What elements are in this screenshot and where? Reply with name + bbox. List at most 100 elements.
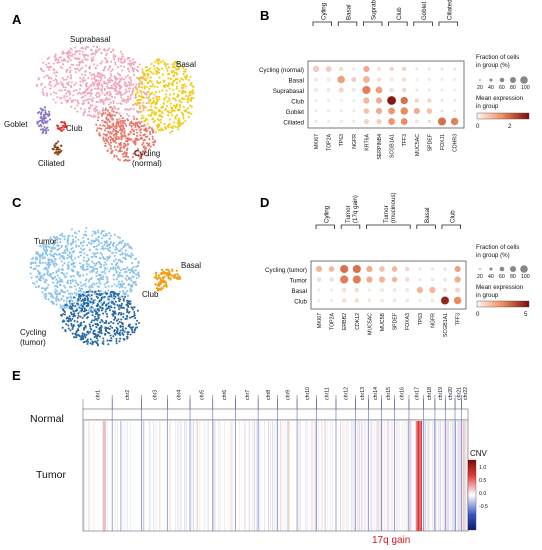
umap-point-suprabasal bbox=[136, 110, 139, 113]
umap-point-cycling-tumor bbox=[81, 305, 85, 308]
dotplot-dot bbox=[415, 67, 419, 71]
umap-point-basal bbox=[184, 77, 188, 80]
umap-point-suprabasal bbox=[62, 78, 66, 81]
umap-point-cycling-normal bbox=[117, 157, 120, 160]
umap-point-tumor bbox=[55, 299, 58, 303]
dotplot-dot bbox=[316, 277, 322, 282]
umap-point-suprabasal bbox=[141, 68, 144, 71]
umap-point-basal-c bbox=[166, 268, 169, 271]
umap-point-basal bbox=[173, 60, 176, 64]
umap-point-tumor bbox=[96, 229, 99, 232]
dotplot-dot bbox=[354, 287, 359, 293]
umap-point-basal bbox=[159, 109, 162, 112]
umap-point-cycling-normal bbox=[105, 127, 108, 130]
umap-point-basal bbox=[163, 122, 166, 125]
umap-point-suprabasal bbox=[101, 74, 104, 77]
umap-point-suprabasal bbox=[61, 52, 64, 55]
umap-point-tumor bbox=[61, 232, 64, 235]
row-label: Cycling (normal) bbox=[259, 67, 304, 74]
umap-point-cycling-tumor bbox=[136, 319, 139, 322]
umap-point-suprabasal bbox=[106, 85, 109, 88]
umap-point-cycling-tumor bbox=[109, 334, 112, 337]
umap-point-basal bbox=[167, 114, 170, 117]
umap-point-tumor bbox=[70, 243, 73, 246]
dotplot-dot bbox=[453, 67, 456, 71]
umap-point-cycling-normal bbox=[135, 153, 138, 156]
umap-point-cycling-tumor bbox=[96, 333, 99, 336]
umap-point-tumor bbox=[92, 262, 95, 265]
umap-point-cycling-tumor bbox=[122, 312, 125, 316]
umap-point-tumor bbox=[33, 267, 36, 270]
umap-point-tumor bbox=[113, 273, 116, 276]
umap-point-cycling-normal bbox=[105, 116, 108, 120]
umap-point-club-c bbox=[161, 286, 164, 290]
umap-point-tumor bbox=[75, 281, 78, 284]
umap-point-cycling-normal bbox=[134, 125, 137, 129]
umap-point-cycling-normal bbox=[141, 150, 144, 153]
dotplot-dot bbox=[375, 86, 383, 94]
umap-point-suprabasal bbox=[84, 94, 87, 97]
umap-point-suprabasal bbox=[82, 76, 85, 79]
dotplot-dot bbox=[391, 266, 398, 272]
umap-point-tumor bbox=[43, 287, 46, 290]
umap-point-tumor bbox=[118, 290, 121, 293]
umap-point-tumor bbox=[63, 235, 66, 238]
umap-point-cycling-tumor bbox=[84, 299, 87, 302]
umap-point-basal bbox=[155, 72, 158, 75]
umap-point-tumor bbox=[124, 258, 127, 261]
umap-point-basal bbox=[142, 106, 145, 109]
dotplot-dot bbox=[327, 99, 330, 102]
umap-point-basal bbox=[168, 97, 171, 100]
umap-point-cycling-normal bbox=[132, 123, 135, 126]
umap-point-basal bbox=[190, 91, 193, 94]
umap-point-tumor bbox=[54, 237, 57, 240]
umap-point-tumor bbox=[104, 261, 107, 264]
umap-point-suprabasal bbox=[131, 87, 135, 90]
row-label: Ciliated bbox=[283, 120, 304, 127]
umap-point-cycling-tumor bbox=[128, 310, 131, 314]
umap-point-cycling-tumor bbox=[76, 316, 79, 319]
umap-point-cycling-tumor bbox=[80, 321, 83, 324]
umap-point-cycling-tumor bbox=[85, 333, 88, 336]
umap-point-basal-c bbox=[176, 276, 179, 279]
umap-point-cycling-tumor bbox=[102, 337, 105, 340]
umap-point-tumor bbox=[82, 284, 85, 287]
umap-point-tumor bbox=[66, 279, 70, 282]
cluster-label-basal: Basal bbox=[176, 60, 196, 69]
panel-letter-e: E bbox=[12, 368, 21, 383]
umap-point-suprabasal bbox=[97, 91, 100, 94]
umap-point-basal-c bbox=[166, 272, 169, 275]
umap-point-cycling-tumor bbox=[82, 310, 86, 313]
umap-point-suprabasal bbox=[129, 63, 132, 66]
umap-point-tumor bbox=[129, 268, 132, 271]
umap-point-goblet bbox=[40, 125, 43, 128]
umap-point-tumor bbox=[124, 286, 127, 289]
umap-point-cycling-normal bbox=[95, 123, 98, 126]
umap-point-tumor bbox=[52, 243, 55, 246]
umap-point-suprabasal bbox=[94, 115, 97, 118]
umap-point-tumor bbox=[37, 284, 40, 288]
legend-size-dot bbox=[489, 267, 493, 271]
umap-point-basal bbox=[178, 106, 181, 109]
umap-point-basal bbox=[162, 102, 165, 105]
umap-point-cycling-normal bbox=[122, 146, 126, 149]
umap-point-basal bbox=[138, 94, 141, 98]
chromosome-label: chr3 bbox=[152, 390, 158, 400]
umap-point-tumor bbox=[77, 273, 80, 276]
umap-point-basal bbox=[141, 114, 144, 117]
umap-point-cycling-normal bbox=[144, 147, 147, 150]
umap-point-cycling-normal bbox=[140, 156, 143, 159]
umap-point-cycling-tumor bbox=[105, 303, 108, 306]
umap-point-cycling-tumor bbox=[79, 338, 82, 341]
dotplot-dot bbox=[405, 277, 410, 282]
dotplot-dot bbox=[402, 87, 407, 93]
umap-point-tumor bbox=[118, 272, 121, 275]
umap-point-suprabasal bbox=[112, 83, 116, 86]
umap-point-suprabasal bbox=[53, 85, 56, 88]
umap-point-cycling-tumor bbox=[129, 302, 132, 305]
umap-point-basal bbox=[148, 93, 151, 96]
umap-point-cycling-normal bbox=[142, 141, 145, 144]
umap-point-tumor bbox=[130, 285, 133, 289]
umap-point-cycling-tumor bbox=[102, 312, 105, 315]
umap-point-basal bbox=[187, 116, 190, 119]
